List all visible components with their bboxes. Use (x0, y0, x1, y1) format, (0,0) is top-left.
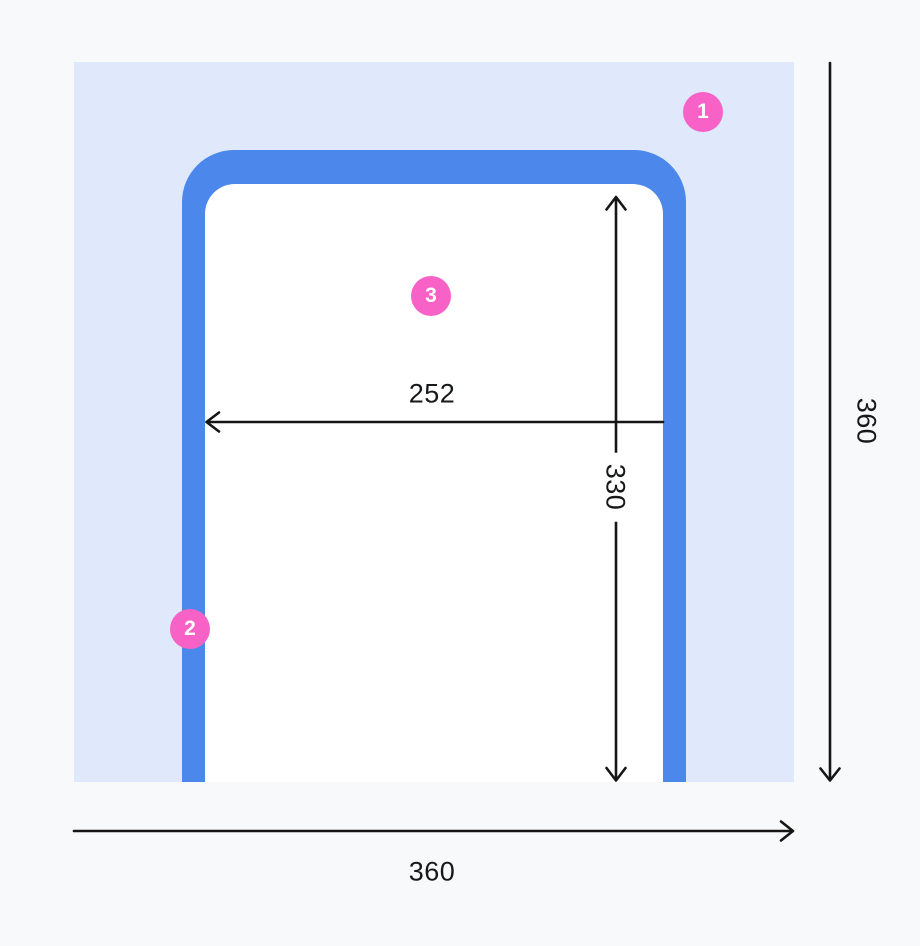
badge-1: 1 (683, 92, 723, 132)
dim-line-outer-height (819, 61, 841, 782)
label-outer-height: 360 (851, 397, 882, 445)
label-content-width: 252 (408, 378, 456, 409)
label-content-height: 330 (599, 452, 631, 522)
badge-3: 3 (411, 276, 451, 316)
dim-line-outer-width (72, 820, 795, 842)
label-outer-width: 360 (408, 856, 456, 887)
badge-2: 2 (170, 609, 210, 649)
content-area (205, 184, 663, 782)
